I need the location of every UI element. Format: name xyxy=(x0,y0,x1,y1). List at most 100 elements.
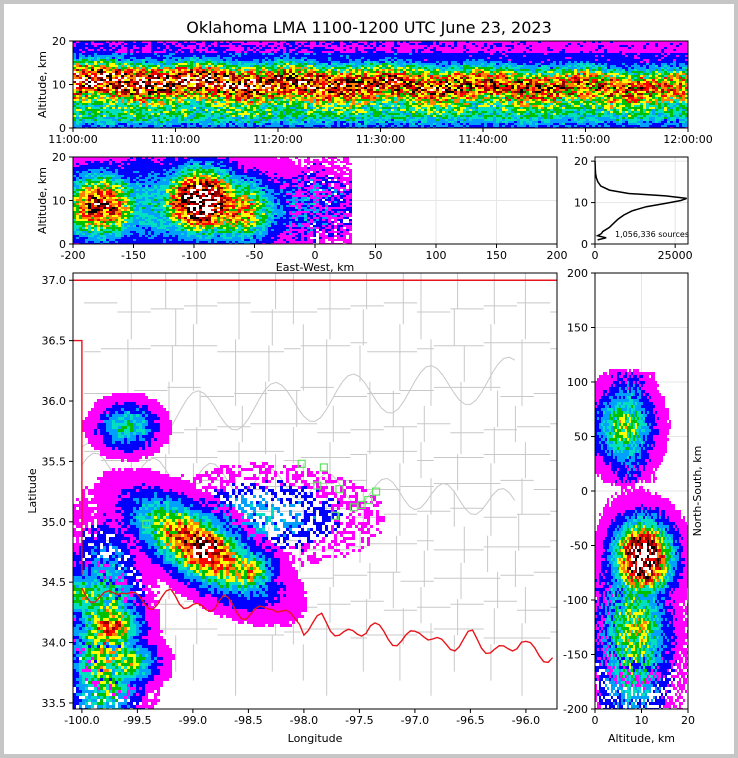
ns-y-axis-label: North-South, km xyxy=(691,446,704,537)
lma-station-9 xyxy=(330,511,340,520)
plan-y-tick-label-4: 35.5 xyxy=(42,455,67,468)
ew-x-tick-label-2: -100 xyxy=(182,249,207,262)
altitude-profile-line xyxy=(594,161,687,241)
plan-x-tick-label-6: -97.0 xyxy=(401,714,429,727)
red-river-border xyxy=(81,587,554,664)
histogram-axes xyxy=(594,156,689,245)
lma-station-5 xyxy=(371,487,381,496)
hist-y-tick-label-0: 0 xyxy=(581,238,588,251)
plan-x-tick-label-3: -98.5 xyxy=(234,714,262,727)
east-west-density-level-4 xyxy=(73,167,271,235)
plan-x-axis-label: Longitude xyxy=(288,732,343,745)
east-west-density-level-1 xyxy=(73,157,352,244)
time-height-density-level-2 xyxy=(73,53,688,128)
state-borders xyxy=(73,279,557,664)
north-south-density-level-6 xyxy=(619,420,665,642)
plan-view-density-level-9 xyxy=(184,534,217,558)
time-height-density-level-7 xyxy=(73,65,688,103)
plan-x-tick-label-5: -97.5 xyxy=(345,714,373,727)
ew-x-tick-label-0: -200 xyxy=(61,249,86,262)
plan-x-tick-label-4: -98.0 xyxy=(290,714,318,727)
time-height-density-level-6 xyxy=(73,63,688,109)
north-south-density xyxy=(595,369,688,709)
plan-view-axes xyxy=(72,272,558,710)
plan-view-density-level-3 xyxy=(73,411,286,709)
th-x-tick-label-1: 11:10:00 xyxy=(151,133,200,146)
lma-station-0 xyxy=(142,520,151,529)
ns-x-axis-label: Altitude, km xyxy=(608,732,675,745)
th-y-axis-label: Altitude, km xyxy=(36,51,49,118)
plan-y-tick-label-0: 33.5 xyxy=(42,697,67,710)
north-south-density-level-10 xyxy=(631,543,657,576)
time-height-density-level-1 xyxy=(73,41,688,128)
altitude-histogram-panel: 0 25000 0 10 20 1,056,336 sources xyxy=(574,155,693,262)
ew-x-tick-label-3: -50 xyxy=(246,249,264,262)
lma-station-8 xyxy=(349,503,358,512)
plan-x-tick-label-7: -96.5 xyxy=(456,714,484,727)
ew-x-tick-label-6: 100 xyxy=(426,249,447,262)
lma-station-6 xyxy=(364,495,373,505)
ns-y-tick-label-3: -50 xyxy=(570,540,588,553)
ew-y-tick-label-2: 20 xyxy=(52,151,66,164)
plan-view-density-level-10 xyxy=(193,537,217,561)
east-west-density-level-9 xyxy=(88,181,223,221)
time-height-density-level-9 xyxy=(79,69,643,95)
east-west-density xyxy=(73,157,352,244)
th-x-tick-label-2: 11:20:00 xyxy=(253,133,302,146)
ns-y-tick-label-6: 100 xyxy=(567,376,588,389)
ew-x-tick-label-1: -150 xyxy=(121,249,146,262)
ns-y-tick-label-5: 50 xyxy=(574,431,588,444)
th-x-tick-label-3: 11:30:00 xyxy=(356,133,405,146)
lma-station-3 xyxy=(313,481,322,490)
lma-station-7 xyxy=(357,500,366,509)
river-county-line-central xyxy=(81,452,516,516)
east-west-density-level-0 xyxy=(73,157,352,244)
hist-y-tick-label-2: 20 xyxy=(574,155,588,168)
ew-x-tick-label-7: 150 xyxy=(486,249,507,262)
ew-x-tick-label-8: 200 xyxy=(547,249,568,262)
plan-y-tick-label-6: 36.5 xyxy=(42,335,67,348)
north-south-density-level-0 xyxy=(595,369,688,709)
ns-y-tick-label-2: -100 xyxy=(563,594,588,607)
ns-x-tick-label-2: 20 xyxy=(681,714,695,727)
ns-y-tick-label-7: 150 xyxy=(567,322,588,335)
ew-x-tick-label-4: 0 xyxy=(312,249,319,262)
east-west-density-level-2 xyxy=(73,159,346,244)
plan-view-density xyxy=(73,393,385,709)
ns-y-tick-label-4: 0 xyxy=(581,485,588,498)
plan-y-axis-label: Latitude xyxy=(26,468,39,514)
source-count-annotation: 1,056,336 sources xyxy=(615,230,689,239)
plan-view-density-level-7 xyxy=(97,522,253,645)
time-height-density-level-3 xyxy=(73,57,688,127)
th-x-tick-label-4: 11:40:00 xyxy=(458,133,507,146)
texas-panhandle-border xyxy=(73,339,83,575)
plan-view-density-level-5 xyxy=(73,513,262,696)
north-south-density-level-4 xyxy=(609,405,671,687)
hist-x-tick-label-1: 25000 xyxy=(658,249,693,262)
lma-station-2 xyxy=(319,463,328,472)
th-y-tick-label-0: 0 xyxy=(59,122,66,135)
lma-station-1 xyxy=(297,459,306,468)
time-height-density-level-8 xyxy=(73,69,682,99)
th-x-tick-label-5: 11:50:00 xyxy=(561,133,610,146)
plan-y-tick-label-3: 35.0 xyxy=(42,516,67,529)
ew-y-tick-label-1: 10 xyxy=(52,195,66,208)
ew-x-axis-label: East-West, km xyxy=(276,261,354,274)
ew-y-axis-label: Altitude, km xyxy=(36,167,49,234)
th-x-tick-label-0: 11:00:00 xyxy=(48,133,97,146)
north-south-density-level-7 xyxy=(623,531,665,585)
ew-x-tick-label-5: 50 xyxy=(369,249,383,262)
time-height-density-level-0 xyxy=(73,41,688,128)
plan-x-tick-label-8: -96.0 xyxy=(512,714,540,727)
east-west-density-level-10 xyxy=(94,185,220,217)
plan-y-tick-label-5: 36.0 xyxy=(42,395,67,408)
time-height-panel: 0 10 20 11:00:00 11:10:00 11:20:00 11:30:00 11:… xyxy=(36,35,713,146)
north-south-density-level-1 xyxy=(595,372,685,709)
hist-x-tick-label-0: 0 xyxy=(592,249,599,262)
ns-y-tick-label-0: -200 xyxy=(563,703,588,716)
hist-y-tick-label-1: 10 xyxy=(574,197,588,210)
th-x-tick-label-6: 12:00:00 xyxy=(663,133,712,146)
plan-y-tick-label-1: 34.0 xyxy=(42,637,67,650)
plan-y-tick-label-7: 37.0 xyxy=(42,274,67,287)
